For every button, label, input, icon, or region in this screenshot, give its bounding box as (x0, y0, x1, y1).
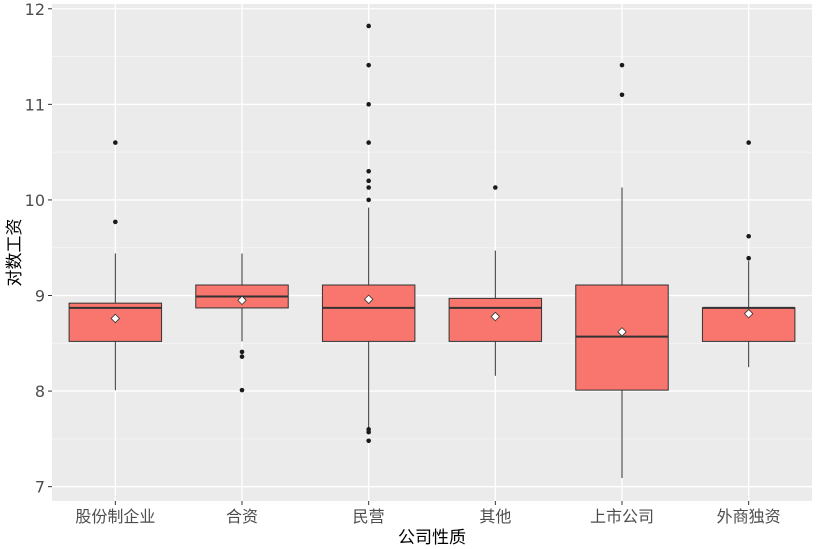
outlier-point (619, 62, 625, 68)
x-tick-label: 外商独资 (717, 507, 781, 526)
box-4 (448, 185, 543, 376)
outlier-point (366, 102, 371, 107)
outlier-point (366, 185, 371, 190)
outlier-point (493, 185, 498, 190)
plot-panel (52, 4, 812, 501)
mean-marker (490, 311, 501, 322)
x-tick-label: 合资 (226, 507, 258, 526)
minor-gridlines (52, 56, 812, 440)
y-axis-title: 对数工资 (5, 219, 25, 287)
mean-marker (617, 327, 627, 337)
outlier-point (239, 387, 245, 393)
outlier-point (239, 354, 245, 359)
box-1 (68, 140, 163, 391)
outlier-point (366, 429, 371, 435)
outlier-point (366, 438, 371, 444)
x-tick-label: 其他 (479, 507, 511, 526)
x-tick-label: 股份制企业 (75, 507, 155, 526)
y-tick-label: 12 (25, 0, 45, 19)
outlier-point (366, 168, 371, 174)
box-5 (575, 62, 669, 479)
outlier-point (239, 349, 245, 355)
mean-marker (237, 295, 247, 306)
outlier-point (746, 255, 751, 261)
outlier-point (366, 140, 371, 145)
outlier-point (746, 233, 751, 239)
mean-marker (363, 294, 374, 305)
y-tick-label: 10 (25, 191, 45, 210)
y-tick-label: 9 (35, 287, 45, 306)
x-tick-label: 民营 (353, 507, 385, 526)
outlier-point (746, 140, 751, 145)
outlier-point (619, 92, 625, 98)
y-tick-label: 11 (25, 95, 45, 114)
x-tick-label: 上市公司 (590, 507, 654, 526)
mean-marker (743, 308, 754, 319)
box-2 (195, 253, 289, 393)
outlier-point (366, 197, 371, 203)
y-tick-label: 8 (35, 382, 45, 401)
mean-marker (110, 313, 121, 324)
x-axis: 股份制企业 合资 民营 其他 上市公司 外商独资 (75, 501, 781, 526)
box-3 (321, 23, 416, 444)
outlier-point (366, 178, 371, 184)
x-axis-title: 公司性质 (398, 528, 466, 548)
box-6 (701, 140, 796, 368)
outlier-point (113, 219, 118, 225)
box-body (321, 284, 416, 342)
outlier-point (366, 62, 371, 68)
box-series (68, 23, 796, 479)
outlier-point (366, 23, 371, 29)
outlier-point (113, 140, 118, 145)
y-axis: 7 8 9 10 11 12 (25, 0, 52, 497)
y-tick-label: 7 (35, 478, 45, 497)
